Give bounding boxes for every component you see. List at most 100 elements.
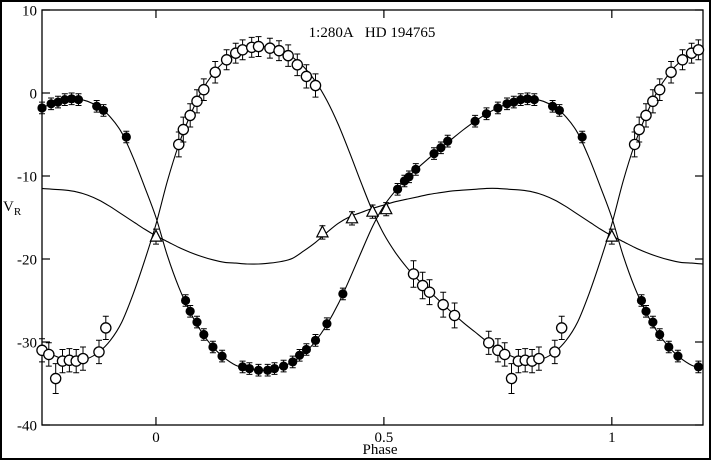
secondary-point <box>220 54 233 66</box>
secondary-point <box>505 372 518 385</box>
primary-point <box>217 351 227 361</box>
x-tick-label: 0 <box>152 430 160 446</box>
primary-point <box>73 95 84 105</box>
primary-point <box>253 365 264 375</box>
primary-point <box>338 289 348 299</box>
secondary-point <box>49 372 62 385</box>
x-axis-label: Phase <box>363 442 398 458</box>
secondary-point <box>437 298 449 311</box>
plot-frame <box>41 9 704 426</box>
primary-point <box>37 103 47 113</box>
primary-point <box>67 94 77 104</box>
primary-point <box>279 361 289 371</box>
secondary-point <box>209 66 221 79</box>
primary-point <box>470 116 480 126</box>
secondary-point <box>252 40 265 53</box>
primary-point <box>436 143 446 153</box>
primary-model-curve <box>41 98 704 372</box>
secondary-point <box>549 346 561 358</box>
primary-point <box>529 95 539 105</box>
secondary-point <box>676 54 689 66</box>
data-points <box>36 36 705 394</box>
primary-point <box>554 105 565 116</box>
primary-point <box>481 109 492 119</box>
primary-point <box>693 362 704 372</box>
secondary-component-series <box>36 36 705 394</box>
primary-point <box>310 335 321 345</box>
primary-point <box>522 94 533 104</box>
y-axis-label-sub: R <box>14 206 22 218</box>
primary-point <box>208 342 218 352</box>
secondary-point <box>533 352 545 365</box>
primary-point <box>655 329 665 340</box>
primary-point <box>92 101 102 111</box>
x-tick-label: 1 <box>608 430 616 446</box>
secondary-point <box>665 66 677 79</box>
y-tick-label: -10 <box>17 170 37 186</box>
tertiary-point <box>149 228 163 242</box>
primary-point <box>411 164 421 174</box>
secondary-point <box>77 352 89 365</box>
primary-point <box>392 184 403 194</box>
secondary-point <box>173 138 185 151</box>
secondary-model-curve <box>41 45 704 362</box>
tertiary-point <box>345 210 359 224</box>
primary-point <box>180 295 191 306</box>
secondary-point <box>291 59 304 71</box>
primary-point <box>443 136 453 146</box>
secondary-point <box>191 95 203 108</box>
secondary-point <box>282 49 294 62</box>
y-tick-label: 10 <box>22 4 37 20</box>
secondary-point <box>482 337 495 349</box>
chart-title: 1:280A HD 194765 <box>309 25 436 41</box>
secondary-point <box>309 79 322 92</box>
primary-point <box>493 103 503 113</box>
secondary-point <box>498 348 511 361</box>
secondary-point <box>198 83 210 96</box>
tertiary-point <box>365 203 380 217</box>
primary-point <box>516 95 526 105</box>
primary-point <box>288 357 298 367</box>
primary-point <box>404 172 414 182</box>
y-tick-label: 0 <box>30 87 38 103</box>
primary-point <box>121 132 131 142</box>
secondary-point <box>93 346 105 358</box>
y-tick-label: -40 <box>17 419 37 435</box>
primary-point <box>648 317 658 327</box>
secondary-point <box>448 309 461 322</box>
secondary-point <box>43 348 55 361</box>
primary-point <box>322 319 332 329</box>
secondary-point <box>628 138 641 151</box>
primary-point <box>429 148 439 159</box>
secondary-point <box>640 109 652 122</box>
primary-point <box>244 363 255 374</box>
secondary-point <box>273 44 285 57</box>
primary-point <box>199 329 209 340</box>
primary-point <box>269 363 280 374</box>
secondary-point <box>423 286 436 298</box>
primary-point <box>185 306 195 316</box>
primary-point <box>294 350 305 360</box>
secondary-point <box>300 70 313 83</box>
primary-point <box>636 295 647 306</box>
y-tick-label: -20 <box>17 253 37 269</box>
secondary-point <box>177 123 190 136</box>
tertiary-point <box>605 228 619 242</box>
primary-point <box>192 317 202 327</box>
axis-ticks: 0 0.5 1 10 0 -10 -20 -30 -40 <box>17 4 703 446</box>
y-axis-label-main: V <box>3 199 14 215</box>
primary-point <box>641 306 651 316</box>
primary-point <box>301 344 311 355</box>
tertiary-point <box>315 224 329 238</box>
primary-point <box>547 101 558 111</box>
secondary-point <box>633 123 645 136</box>
secondary-point <box>100 322 112 334</box>
secondary-point <box>647 95 659 108</box>
secondary-point <box>692 44 705 56</box>
primary-point <box>673 351 683 361</box>
third-component-series <box>149 201 619 245</box>
primary-point <box>60 95 70 105</box>
y-tick-label: -30 <box>17 336 37 352</box>
